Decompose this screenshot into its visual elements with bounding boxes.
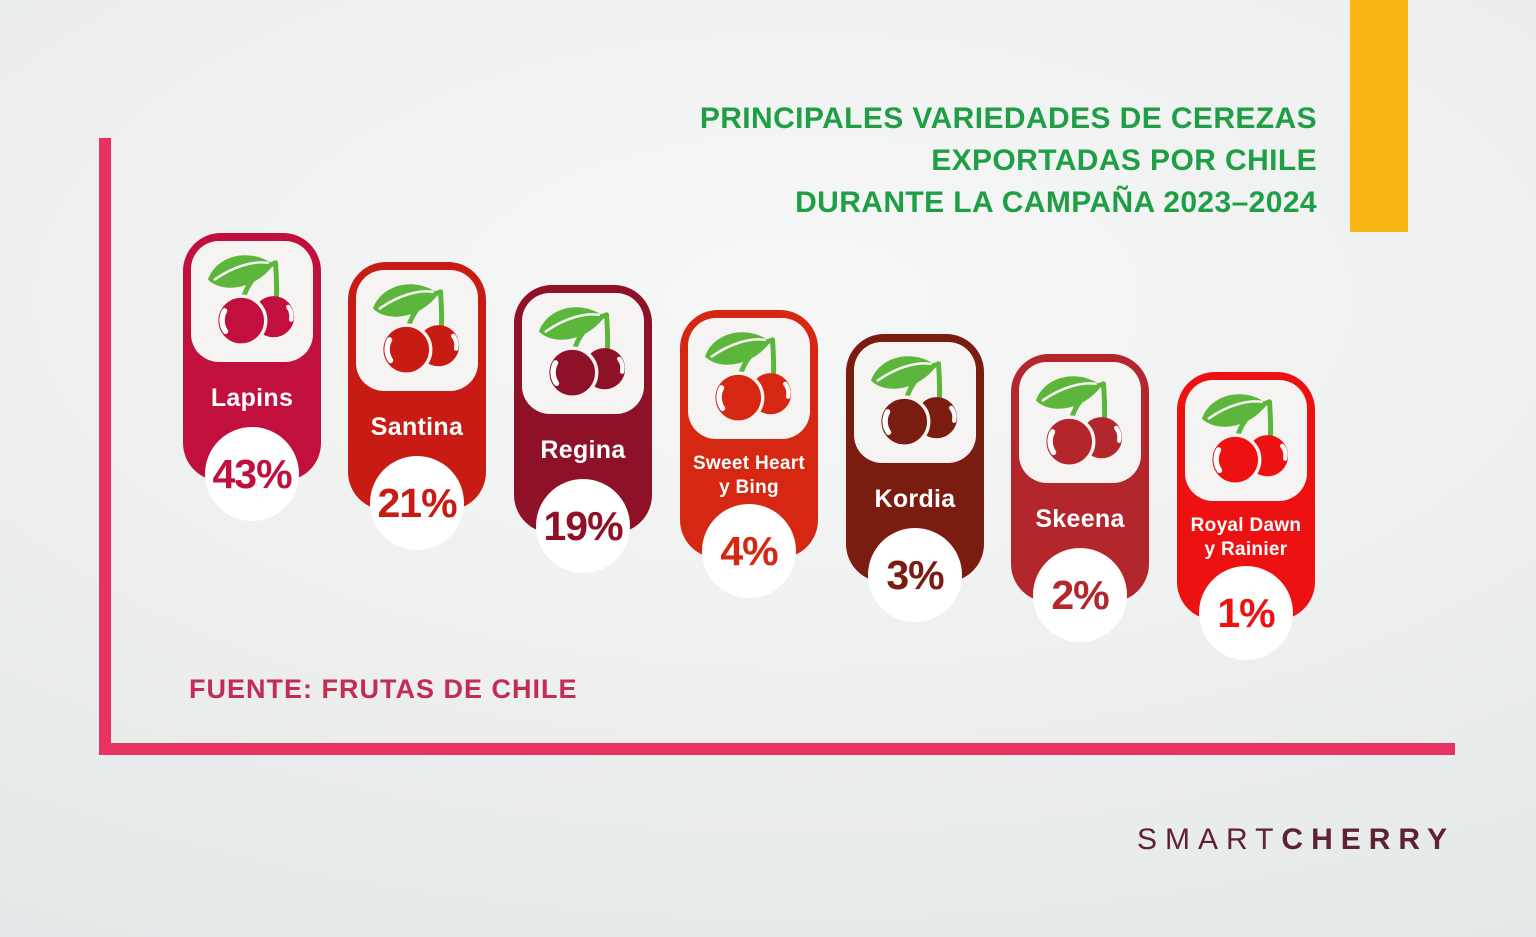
yellow-accent-bar <box>1350 0 1408 232</box>
percentage-badge: 21% <box>370 456 464 550</box>
cherry-icon-plate <box>522 293 644 414</box>
cherries-icon <box>538 306 626 399</box>
smartcherry-logo: SMARTCHERRY <box>1137 823 1455 857</box>
percentage-badge: 1% <box>1199 566 1293 660</box>
variety-card-santina: Santina 21% <box>348 262 486 550</box>
variety-name: Lapins <box>210 384 294 413</box>
percentage-value: 43% <box>212 450 292 497</box>
variety-name: Sweet Heart y Bing <box>692 453 806 498</box>
percentage-value: 1% <box>1217 589 1275 636</box>
axis-horizontal-line <box>99 743 1455 755</box>
percentage-badge: 2% <box>1033 548 1127 642</box>
variety-card-kordia: Kordia 3% <box>846 334 984 622</box>
percentage-badge: 4% <box>702 504 796 598</box>
chart-title-line-1: PRINCIPALES VARIEDADES DE CEREZAS <box>699 102 1317 135</box>
cherries-icon <box>1035 375 1123 468</box>
cherries-icon <box>372 283 460 376</box>
percentage-badge: 19% <box>536 479 630 573</box>
percentage-value: 21% <box>377 479 457 526</box>
cherries-icon <box>1201 393 1289 486</box>
variety-card-lapins: Lapins 43% <box>183 233 321 521</box>
logo-part-cherry: CHERRY <box>1281 823 1455 856</box>
cherry-icon-plate <box>688 318 810 439</box>
chart-title: PRINCIPALES VARIEDADES DE CEREZAS EXPORT… <box>700 98 1317 224</box>
variety-card-royal-dawn-y-rainier: Royal Dawn y Rainier 1% <box>1177 372 1315 660</box>
variety-name: Santina <box>370 413 464 442</box>
logo-part-smart: SMART <box>1136 823 1282 856</box>
percentage-value: 4% <box>720 527 778 574</box>
percentage-value: 19% <box>543 502 623 549</box>
cherry-icon-plate <box>356 270 478 391</box>
cherries-icon <box>704 331 792 424</box>
percentage-value: 2% <box>1051 571 1109 618</box>
variety-name: Regina <box>540 436 626 465</box>
cherry-icon-plate <box>1185 380 1307 501</box>
percentage-badge: 3% <box>868 528 962 622</box>
cherry-icon-plate <box>1019 362 1141 483</box>
axis-vertical-line <box>99 138 111 755</box>
percentage-value: 3% <box>886 551 944 598</box>
variety-name: Skeena <box>1035 505 1125 534</box>
chart-title-line-2: EXPORTADAS POR CHILE <box>931 144 1317 177</box>
variety-card-skeena: Skeena 2% <box>1011 354 1149 642</box>
variety-name: Royal Dawn y Rainier <box>1190 515 1302 560</box>
percentage-badge: 43% <box>205 427 299 521</box>
variety-card-sweet-heart-y-bing: Sweet Heart y Bing 4% <box>680 310 818 598</box>
cherries-icon <box>207 254 295 347</box>
variety-card-regina: Regina 19% <box>514 285 652 573</box>
cherry-icon-plate <box>191 241 313 362</box>
cherries-icon <box>870 355 958 448</box>
variety-name: Kordia <box>874 485 956 514</box>
cherry-icon-plate <box>854 342 976 463</box>
source-label: FUENTE: FRUTAS DE CHILE <box>189 674 578 704</box>
chart-title-line-3: DURANTE LA CAMPAÑA 2023–2024 <box>795 186 1317 219</box>
